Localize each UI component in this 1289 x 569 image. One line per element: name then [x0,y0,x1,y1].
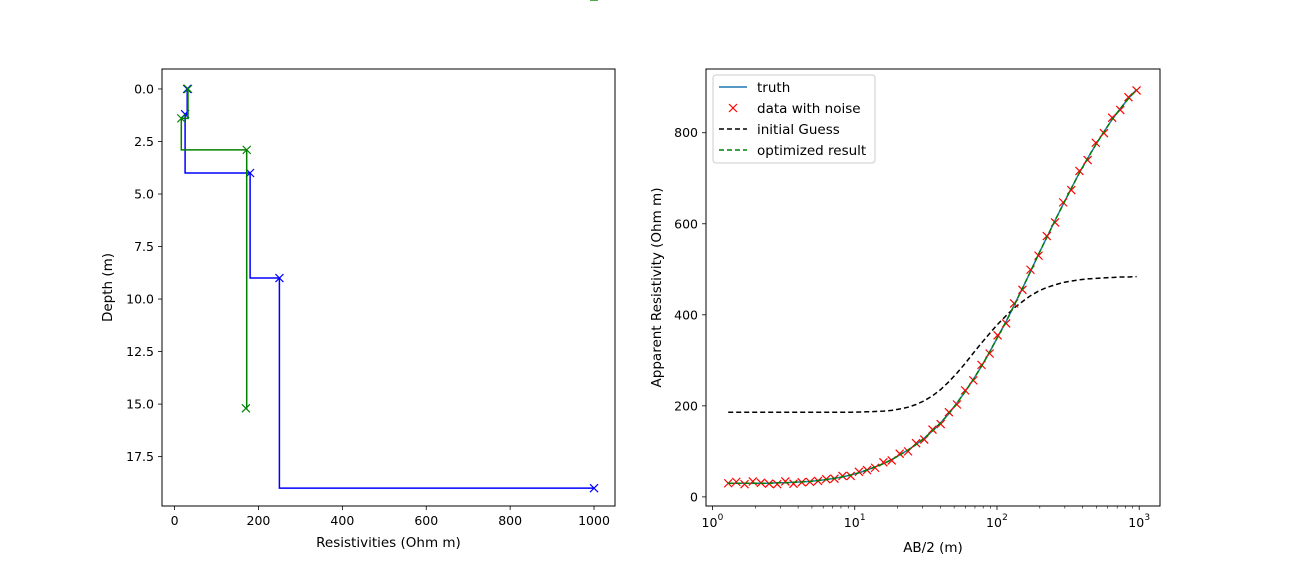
data-with-noise-marker [870,463,880,473]
legend-optimized-label: optimized result [757,143,866,159]
data-with-noise-marker [928,425,937,434]
data-with-noise-marker [1058,197,1068,207]
depth-profile-plot: 0 200 400 600 800 1000 0.0 2.5 5.0 7.5 10.0 12.5 15… [100,0,616,551]
legend: truth data with noise initial Guess opti… [712,74,876,164]
data-with-noise-marker [854,467,864,477]
apparent-resistivity-y-axis-label: Apparent Resistivity (Ohm m) [649,188,665,388]
apparent-resistivity-x-ticks: 10 0 10 1 10 2 10 3 [702,506,1150,530]
data-with-noise-marker [731,477,741,487]
x-tick-label: 400 [330,513,354,528]
depth-profile-x-axis-label: Resistivities (Ohm m) [316,535,461,551]
model-2-marker [242,145,252,155]
data-with-noise-marker [1107,113,1117,123]
y-tick-label: 800 [674,125,698,140]
depth-profile-y-axis-label: Depth (m) [100,253,116,322]
depth-profile-x-ticks: 0 200 400 600 800 1000 [171,506,610,528]
model-2-marker [241,403,251,413]
y-tick-label: 10.0 [126,292,154,307]
data-with-noise-marker [740,479,749,489]
y-tick-label: 5.0 [134,187,154,202]
data-with-noise-marker [944,407,954,417]
data-with-noise-marker [838,471,847,481]
apparent-resistivity-lines [723,85,1141,489]
x-tick-label: 0 [171,513,179,528]
x-tick-label: 10 [986,515,1002,530]
y-tick-label: 200 [674,398,698,413]
data-with-noise-marker [919,435,929,444]
data-with-noise-marker [780,476,790,486]
apparent-resistivity-frame [705,68,1161,507]
depth-profile-lines [176,0,599,493]
x-tick-label: 800 [498,513,522,528]
apparent-resistivity-y-ticks: 0 200 400 600 800 [674,125,706,504]
y-tick-label: 12.5 [126,344,154,359]
y-tick-label: 7.5 [134,239,154,254]
x-tick-label: 600 [414,513,438,528]
optimized-result-line [728,88,1138,484]
initial-guess-line [728,275,1137,413]
y-tick-label: 15.0 [126,397,154,412]
model-1-marker [275,273,284,283]
data-with-noise-marker [936,419,946,429]
legend-truth-label: truth [757,80,790,96]
depth-profile-frame [161,68,616,507]
x-tick-exponent: 3 [1144,513,1150,523]
model-1-marker [589,483,599,493]
model-2-marker [176,113,186,123]
x-tick-exponent: 1 [860,513,866,523]
x-tick-label: 1000 [578,513,610,528]
y-tick-label: 0 [690,489,698,504]
y-tick-label: 400 [674,307,698,322]
x-tick-label: 10 [1128,515,1144,530]
data-with-noise-marker [748,476,758,486]
data-with-noise-marker [1083,155,1093,165]
depth-profile-y-ticks: 0.0 2.5 5.0 7.5 10.0 12.5 15.0 17.5 [126,81,162,464]
apparent-resistivity-x-axis-label: AB/2 (m) [903,540,963,556]
legend-noise-label: data with noise [757,101,861,117]
legend-noise-swatch [728,103,738,113]
x-tick-label: 200 [247,513,271,528]
data-with-noise-marker [789,479,798,489]
legend-box [712,74,876,164]
x-tick-exponent: 2 [1002,513,1008,523]
x-tick-exponent: 0 [718,513,724,523]
x-tick-label: 10 [844,515,860,530]
data-with-noise-marker [772,479,782,489]
y-tick-label: 17.5 [126,449,154,464]
data-with-noise-marker [895,449,905,459]
y-tick-label: 0.0 [134,81,154,96]
model-2-marker [183,84,193,94]
y-tick-label: 600 [674,216,698,231]
x-tick-label: 10 [702,515,718,530]
y-tick-label: 2.5 [134,134,154,149]
data-with-noise-marker [846,471,856,481]
data-with-noise-marker [1099,128,1109,138]
legend-initial-label: initial Guess [757,122,840,138]
